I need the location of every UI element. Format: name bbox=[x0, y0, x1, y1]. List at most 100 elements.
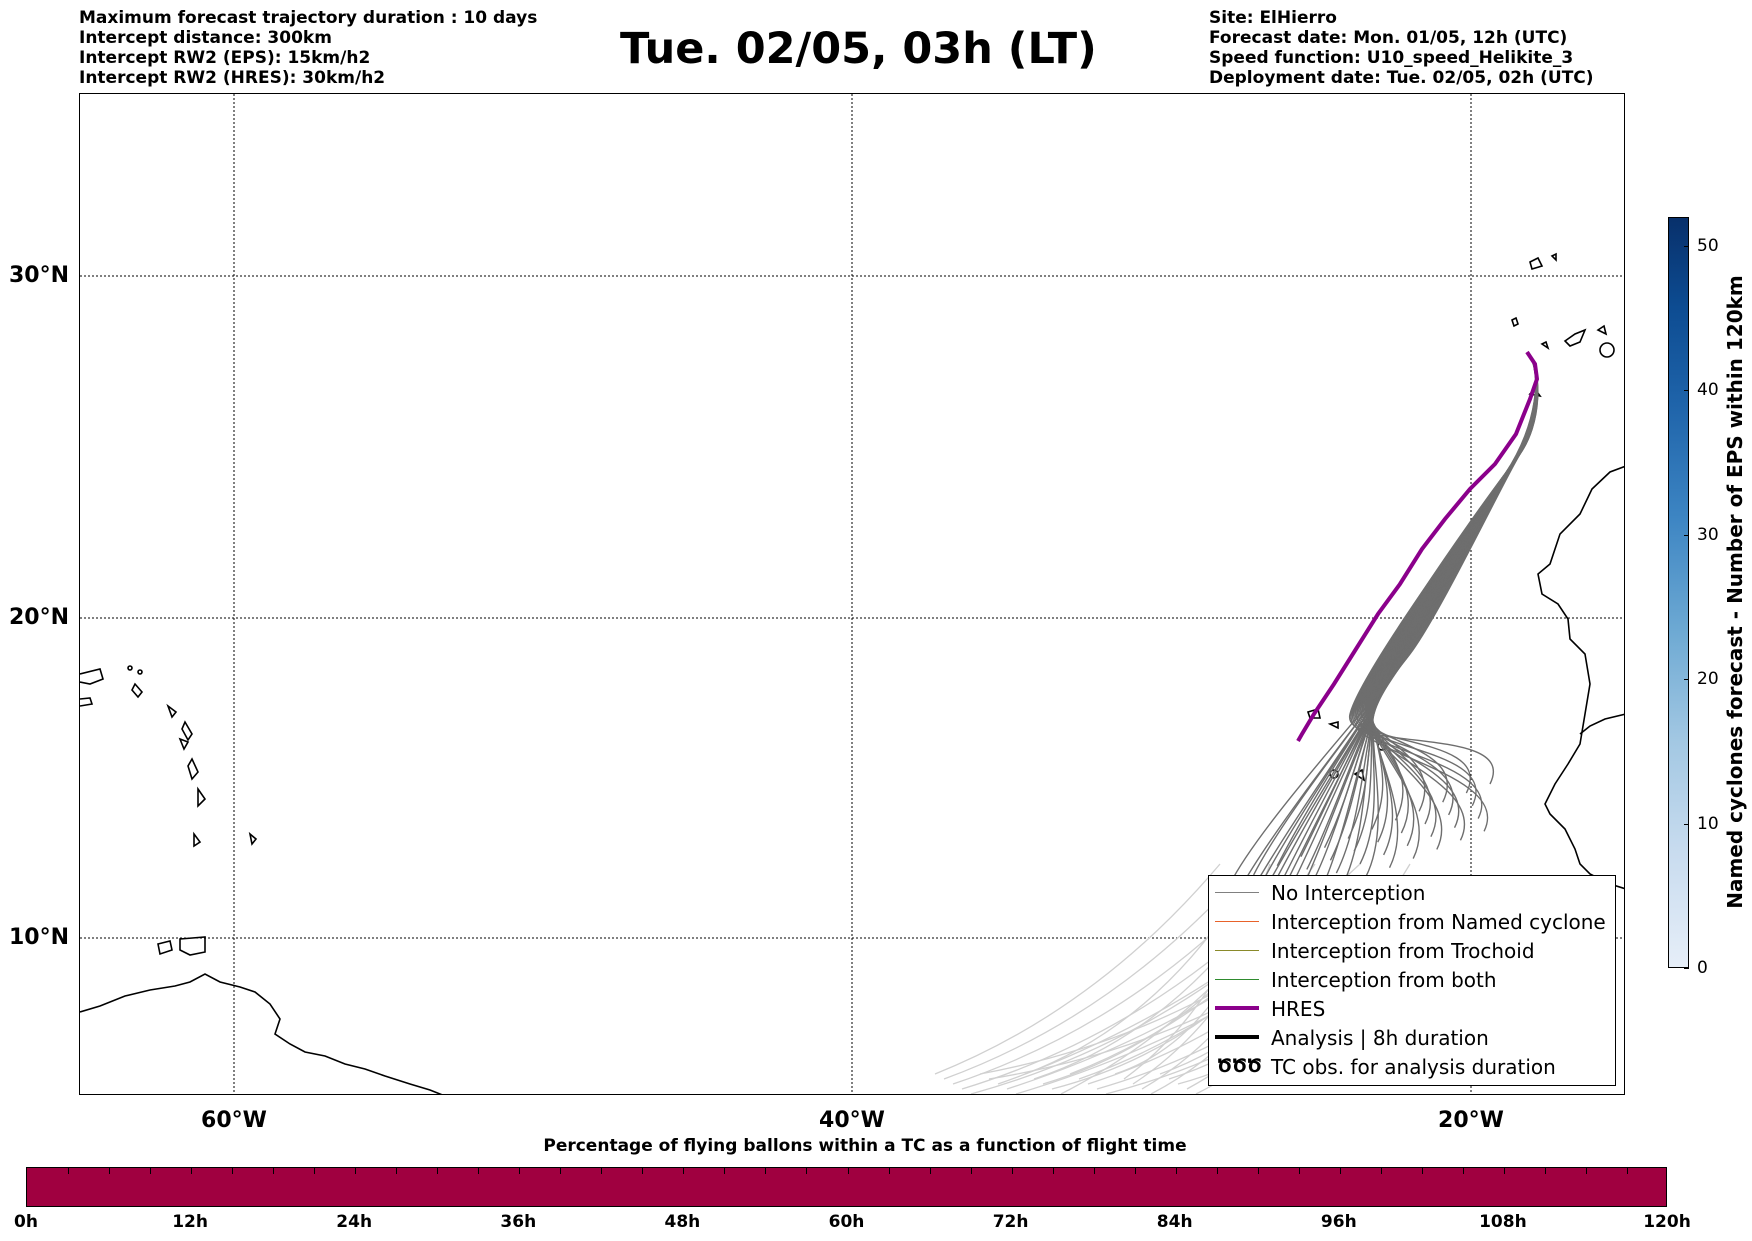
ensemble-trajectory bbox=[1229, 351, 1538, 885]
flight-time-minor-tick bbox=[1052, 1168, 1054, 1174]
island-3 bbox=[131, 682, 144, 699]
ensemble-trajectory bbox=[1365, 351, 1537, 859]
flight-time-minor-tick bbox=[1380, 1168, 1382, 1174]
legend-label-analysis: Analysis | 8h duration bbox=[1271, 1026, 1489, 1050]
island-8 bbox=[197, 786, 207, 808]
island-2 bbox=[137, 669, 143, 675]
flight-time-minor-tick bbox=[970, 1168, 972, 1174]
legend-swatch-no-interception bbox=[1215, 892, 1259, 893]
flight-time-tick-label: 108h bbox=[1479, 1212, 1527, 1232]
ensemble-trajectory bbox=[1370, 351, 1538, 856]
flight-time-tick-label: 60h bbox=[828, 1212, 865, 1232]
flight-time-tick-label: 96h bbox=[1320, 1212, 1357, 1232]
coast-cape-verde-west bbox=[1579, 713, 1624, 735]
island-11 bbox=[80, 697, 94, 707]
island-lapalma bbox=[1511, 316, 1519, 328]
eps-tick-mark bbox=[1684, 390, 1689, 392]
legend-item-named-cyclone: Interception from Named cyclone bbox=[1209, 907, 1615, 936]
deployment-date-text: Deployment date: Tue. 02/05, 02h (UTC) bbox=[1209, 68, 1594, 88]
eps-colorbar bbox=[1668, 217, 1689, 968]
flight-time-minor-tick bbox=[1585, 1168, 1587, 1174]
ensemble-trajectory-faded bbox=[934, 863, 1221, 1075]
flight-time-minor-tick bbox=[1626, 1168, 1628, 1174]
flight-time-tick-label: 120h bbox=[1643, 1212, 1691, 1232]
ensemble-trajectory bbox=[1253, 351, 1539, 876]
flight-time-minor-tick bbox=[929, 1168, 931, 1174]
flight-time-minor-tick bbox=[1462, 1168, 1464, 1174]
lon-label-60w: 60°W bbox=[201, 1108, 267, 1133]
flight-time-minor-tick bbox=[1216, 1168, 1218, 1174]
hres-trajectory bbox=[1296, 350, 1540, 742]
flight-time-minor-tick bbox=[1421, 1168, 1423, 1174]
legend-label-named-cyclone: Interception from Named cyclone bbox=[1271, 910, 1606, 934]
lon-label-40w: 40°W bbox=[819, 1108, 885, 1133]
island-grancanaria bbox=[1599, 342, 1615, 358]
flight-time-minor-tick bbox=[1503, 1168, 1505, 1174]
island-fuerteventura bbox=[1596, 324, 1608, 336]
legend-swatch-hres bbox=[1215, 1006, 1259, 1010]
coast-caribbean-west bbox=[80, 668, 104, 685]
flight-time-minor-tick bbox=[478, 1168, 480, 1174]
header-left-info: Maximum forecast trajectory duration : 1… bbox=[79, 8, 537, 88]
island-5 bbox=[181, 720, 193, 742]
eps-tick-label: 40 bbox=[1697, 380, 1719, 401]
flight-time-minor-tick bbox=[191, 1168, 193, 1174]
flight-time-minor-tick bbox=[560, 1168, 562, 1174]
legend-swatch-both bbox=[1215, 979, 1259, 980]
legend-label-hres: HRES bbox=[1271, 997, 1326, 1021]
flight-time-minor-tick bbox=[1093, 1168, 1095, 1174]
eps-tick-mark bbox=[1684, 245, 1689, 247]
trajectory-map[interactable]: No Interception Interception from Named … bbox=[79, 93, 1625, 1095]
island-7 bbox=[187, 757, 199, 781]
intercept-distance-text: Intercept distance: 300km bbox=[79, 28, 332, 48]
legend-swatch-named-cyclone bbox=[1215, 921, 1259, 922]
site-text: Site: ElHierro bbox=[1209, 8, 1337, 28]
map-legend: No Interception Interception from Named … bbox=[1208, 875, 1616, 1086]
lat-label-20n: 20°N bbox=[9, 605, 70, 630]
ensemble-trajectory bbox=[1341, 351, 1537, 887]
island-madeira-2 bbox=[1550, 252, 1557, 262]
ensemble-trajectory bbox=[1361, 351, 1538, 838]
island-9 bbox=[193, 831, 202, 848]
speed-function-text: Speed function: U10_speed_Helikite_3 bbox=[1209, 48, 1574, 68]
island-tenerife bbox=[1563, 328, 1587, 347]
legend-label-no-interception: No Interception bbox=[1271, 881, 1426, 905]
eps-tick-mark bbox=[1684, 534, 1689, 536]
eps-tick-label: 50 bbox=[1697, 235, 1719, 256]
flight-time-minor-tick bbox=[1175, 1168, 1177, 1174]
coast-south-america bbox=[80, 973, 443, 1094]
flight-time-minor-tick bbox=[1544, 1168, 1546, 1174]
ensemble-trajectory bbox=[1366, 351, 1537, 847]
flight-time-tick-label: 72h bbox=[992, 1212, 1029, 1232]
cyclone-symbol-icon: ԾԾԾ bbox=[1217, 1055, 1262, 1077]
lat-label-30n: 30°N bbox=[9, 263, 70, 288]
eps-tick-label: 10 bbox=[1697, 813, 1719, 834]
legend-swatch-trochoid bbox=[1215, 950, 1259, 951]
ensemble-trajectory bbox=[1369, 351, 1538, 868]
flight-time-tick-label: 36h bbox=[500, 1212, 537, 1232]
legend-swatch-analysis bbox=[1215, 1035, 1259, 1039]
flight-time-tick-label: 48h bbox=[664, 1212, 701, 1232]
flight-time-minor-tick bbox=[150, 1168, 152, 1174]
forecast-date-text: Forecast date: Mon. 01/05, 12h (UTC) bbox=[1209, 28, 1568, 48]
legend-item-no-interception: No Interception bbox=[1209, 878, 1615, 907]
flight-time-minor-tick bbox=[601, 1168, 603, 1174]
flight-time-minor-tick bbox=[68, 1168, 70, 1174]
flight-time-minor-tick bbox=[232, 1168, 234, 1174]
flight-time-minor-tick bbox=[273, 1168, 275, 1174]
lat-label-10n: 10°N bbox=[9, 925, 70, 950]
flight-time-tick-label: 84h bbox=[1156, 1212, 1193, 1232]
coastlines bbox=[80, 252, 1624, 1094]
flight-time-minor-tick bbox=[355, 1168, 357, 1174]
ensemble-trajectory bbox=[1258, 351, 1539, 888]
ensemble-trajectory bbox=[1241, 351, 1538, 910]
eps-tick-label: 0 bbox=[1697, 958, 1708, 978]
flight-time-minor-tick bbox=[888, 1168, 890, 1174]
map-title: Tue. 02/05, 03h (LT) bbox=[620, 24, 1097, 74]
flight-time-minor-tick bbox=[847, 1168, 849, 1174]
flight-time-minor-tick bbox=[1134, 1168, 1136, 1174]
intercept-eps-text: Intercept RW2 (EPS): 15km/h2 bbox=[79, 48, 371, 68]
island-gomera bbox=[1540, 340, 1550, 350]
island-6 bbox=[178, 737, 190, 751]
eps-colorbar-label: Named cyclones forecast - Number of EPS … bbox=[1723, 275, 1747, 909]
